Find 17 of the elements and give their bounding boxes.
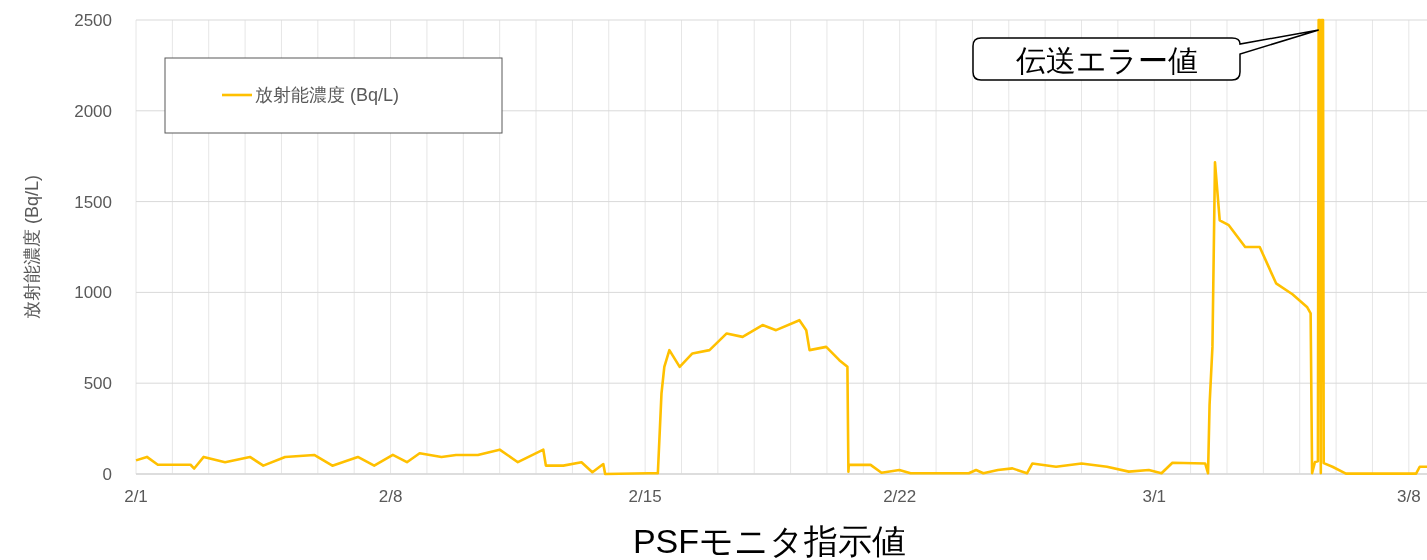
y-tick-label: 2500 xyxy=(74,11,112,30)
y-axis-title: 放射能濃度 (Bq/L) xyxy=(22,174,42,320)
y-tick-label: 1500 xyxy=(74,192,112,212)
y-tick-label: 2000 xyxy=(74,101,112,121)
text: PSFモニタ指示値 xyxy=(632,522,907,560)
x-tick-label: 2/15 xyxy=(628,487,662,506)
y-tick-label: 0 xyxy=(102,465,112,484)
legend-label: 放射能濃度 (Bq/L) xyxy=(255,85,400,105)
annotation: 伝送エラー値 xyxy=(1015,44,1198,77)
y-tick-label: 500 xyxy=(83,374,112,394)
y-tick-label: 1000 xyxy=(74,283,112,303)
x-tick-label: 2/1 xyxy=(124,487,148,506)
x-tick-label: 2/22 xyxy=(883,487,917,506)
x-tick-label: 3/1 xyxy=(1142,487,1167,506)
legend: 放射能濃度 (Bq/L) xyxy=(164,57,503,134)
x-tick-label: 2/8 xyxy=(378,487,403,506)
x-tick-label: 3/8 xyxy=(1397,487,1421,506)
